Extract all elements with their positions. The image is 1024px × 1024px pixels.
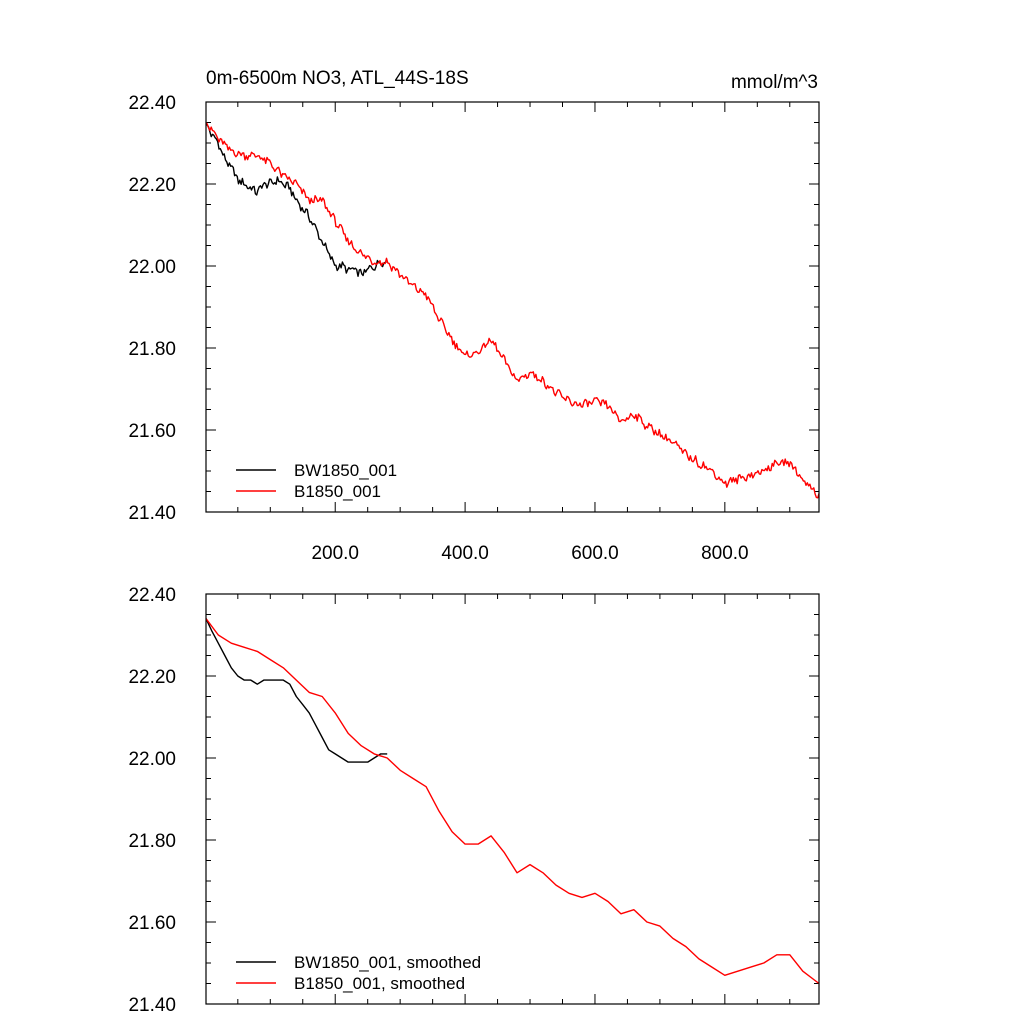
y-tick-label: 22.40: [128, 585, 176, 606]
top-minor-ticks: [206, 102, 819, 512]
x-tick-label: 400.0: [441, 543, 489, 564]
y-tick-label: 21.60: [128, 421, 176, 442]
bottom-y-ticks: 21.40 21.60 21.80 22.00 22.20 22.40: [128, 585, 819, 1016]
y-tick-label: 21.40: [128, 995, 176, 1016]
bottom-x-ticks: [334, 594, 726, 1004]
x-tick-label: 800.0: [701, 543, 749, 564]
bottom-legend: BW1850_001, smoothed B1850_001, smoothed: [236, 953, 481, 993]
bottom-legend-label-2: B1850_001, smoothed: [294, 974, 465, 993]
top-chart-units: mmol/m^3: [731, 72, 818, 93]
y-tick-label: 21.80: [128, 831, 176, 852]
x-tick-label: 600.0: [571, 543, 619, 564]
y-tick-label: 21.80: [128, 339, 176, 360]
top-legend-label-2: B1850_001: [294, 482, 381, 501]
top-y-ticks: 21.40 21.60 21.80 22.00 22.20 22.40: [128, 93, 819, 524]
x-tick-label: 200.0: [311, 543, 359, 564]
y-tick-label: 22.00: [128, 257, 176, 278]
top-legend: BW1850_001 B1850_001: [236, 461, 397, 501]
y-tick-label: 22.40: [128, 93, 176, 114]
bottom-panel: 21.40 21.60 21.80 22.00 22.20 22.40 BW1850_00…: [128, 585, 820, 1016]
top-x-ticks: 200.0 400.0 600.0 800.0: [311, 102, 749, 564]
top-chart-title: 0m-6500m NO3, ATL_44S-18S: [206, 68, 469, 89]
top-plot-frame: [205, 101, 820, 513]
y-tick-label: 22.20: [128, 175, 176, 196]
top-series-lines: [205, 122, 820, 499]
bottom-plot-frame: [205, 593, 820, 1005]
series-line-b1850-001: [205, 618, 820, 985]
y-tick-label: 22.20: [128, 667, 176, 688]
y-tick-label: 21.60: [128, 913, 176, 934]
top-panel: 0m-6500m NO3, ATL_44S-18S mmol/m^3 21.40…: [128, 68, 820, 564]
series-line-bw1850-001: [205, 122, 387, 277]
bottom-series-lines: [205, 618, 820, 985]
bottom-legend-label-1: BW1850_001, smoothed: [294, 953, 481, 972]
series-line-b1850-001: [205, 122, 820, 499]
top-legend-label-1: BW1850_001: [294, 461, 397, 480]
y-tick-label: 22.00: [128, 749, 176, 770]
y-tick-label: 21.40: [128, 503, 176, 524]
bottom-minor-ticks: [206, 594, 819, 1004]
series-line-bw1850-001: [205, 618, 388, 763]
